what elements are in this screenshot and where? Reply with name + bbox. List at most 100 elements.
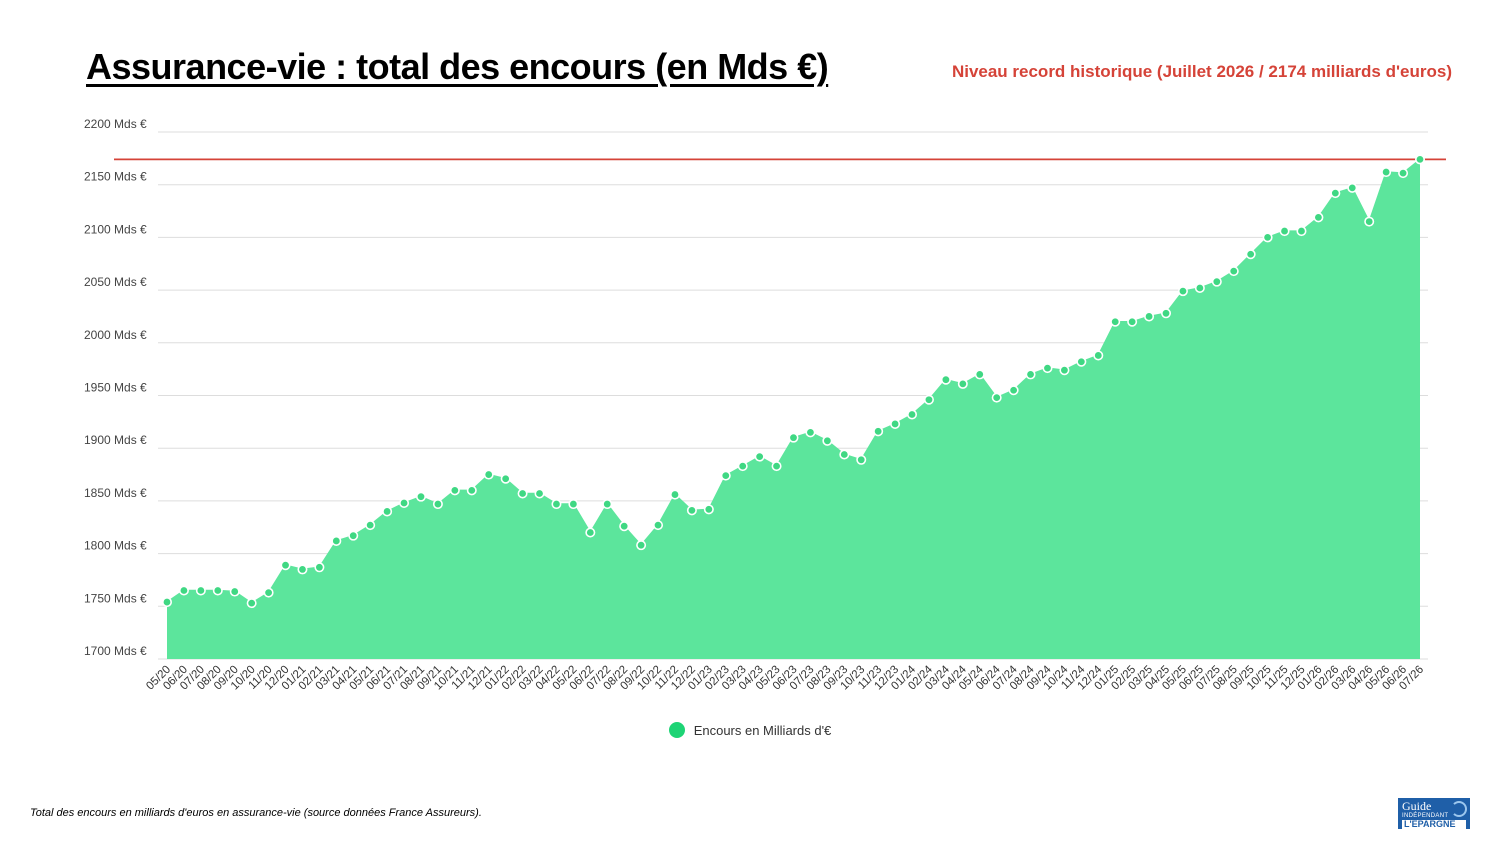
data-point (1161, 308, 1172, 319)
data-point (449, 485, 460, 496)
data-point (890, 418, 901, 429)
data-point (957, 378, 968, 389)
data-point (500, 473, 511, 484)
data-point (534, 488, 545, 499)
y-tick-label: 1750 Mds € (84, 591, 147, 605)
data-point (923, 394, 934, 405)
y-tick-label: 1700 Mds € (84, 644, 147, 658)
data-point (399, 498, 410, 509)
data-point (873, 426, 884, 437)
data-point (1245, 249, 1256, 260)
data-point (551, 499, 562, 510)
data-point (737, 461, 748, 472)
data-point (636, 540, 647, 551)
data-point (907, 409, 918, 420)
data-point (653, 520, 664, 531)
logo-line-3: L'ÉPARGNE (1402, 820, 1466, 829)
data-point (365, 520, 376, 531)
y-tick-label: 2050 Mds € (84, 275, 147, 289)
data-point (771, 461, 782, 472)
data-point (178, 585, 189, 596)
data-point (1093, 350, 1104, 361)
y-axis-labels: 1700 Mds € 1750 Mds € 1800 Mds € 1850 Mds €… (84, 117, 147, 658)
record-annotation: Niveau record historique (Juillet 2026 /… (951, 62, 1452, 81)
data-point (1228, 266, 1239, 277)
data-point (415, 491, 426, 502)
data-point (195, 585, 206, 596)
data-point (669, 489, 680, 500)
data-point (314, 562, 325, 573)
data-point (1025, 369, 1036, 380)
data-point (162, 597, 173, 608)
data-point (1211, 276, 1222, 287)
data-point (1262, 232, 1273, 243)
data-point (331, 535, 342, 546)
data-point (1059, 365, 1070, 376)
data-point (1415, 154, 1426, 165)
data-point (1127, 316, 1138, 327)
data-point (1177, 286, 1188, 297)
data-point (619, 521, 630, 532)
data-point (1194, 282, 1205, 293)
data-point (432, 499, 443, 510)
data-point (348, 530, 359, 541)
site-logo: Guide INDÉPENDANT L'ÉPARGNE (1398, 798, 1470, 829)
x-axis-labels: 05/2006/2007/2008/2009/2010/2011/2012/20… (144, 663, 1426, 692)
legend-label: Encours en Milliards d'€ (693, 722, 832, 738)
data-point (974, 369, 985, 380)
data-point (229, 586, 240, 597)
data-point (1008, 385, 1019, 396)
data-point (991, 392, 1002, 403)
y-tick-label: 1800 Mds € (84, 539, 147, 553)
y-tick-label: 1950 Mds € (84, 381, 147, 395)
y-tick-label: 2000 Mds € (84, 328, 147, 342)
data-point (1279, 226, 1290, 237)
data-point (856, 454, 867, 465)
data-point (1330, 188, 1341, 199)
data-point (585, 527, 596, 538)
data-point (1144, 311, 1155, 322)
data-point (280, 560, 291, 571)
data-point (263, 587, 274, 598)
data-point (720, 470, 731, 481)
series-area (167, 159, 1420, 659)
data-point (1313, 212, 1324, 223)
data-point (568, 499, 579, 510)
data-point (822, 435, 833, 446)
data-point (940, 374, 951, 385)
y-tick-label: 2150 Mds € (84, 170, 147, 184)
logo-line-1: Guide (1402, 799, 1432, 813)
data-point (466, 485, 477, 496)
data-point (1042, 363, 1053, 374)
logo-swirl-icon (1451, 801, 1467, 817)
y-tick-label: 2100 Mds € (84, 222, 147, 236)
data-point (686, 505, 697, 516)
data-point (517, 488, 528, 499)
y-tick-label: 1850 Mds € (84, 486, 147, 500)
data-point (788, 432, 799, 443)
series-points (162, 154, 1426, 609)
data-point (1398, 168, 1409, 179)
data-point (246, 598, 257, 609)
data-point (839, 449, 850, 460)
data-point (602, 499, 613, 510)
y-tick-label: 2200 Mds € (84, 117, 147, 131)
data-point (1381, 167, 1392, 178)
legend-swatch (668, 722, 685, 738)
data-point (754, 451, 765, 462)
data-point (212, 585, 223, 596)
data-point (1296, 226, 1307, 237)
data-point (1076, 356, 1087, 367)
data-point (1347, 182, 1358, 193)
data-point (382, 506, 393, 517)
data-point (703, 504, 714, 515)
legend[interactable]: Encours en Milliards d'€ (0, 722, 1500, 738)
data-point (1364, 216, 1375, 227)
footnote: Total des encours en milliards d'euros e… (30, 807, 482, 819)
data-point (805, 427, 816, 438)
logo-line-2: INDÉPENDANT (1402, 813, 1449, 819)
data-point (1110, 316, 1121, 327)
y-tick-label: 1900 Mds € (84, 433, 147, 447)
data-point (297, 564, 308, 575)
